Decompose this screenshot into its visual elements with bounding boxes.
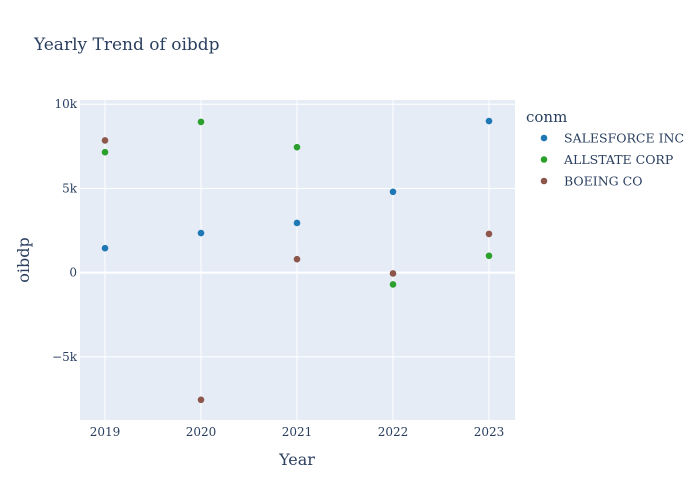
data-point-salesforce-inc: [101, 244, 109, 252]
data-point-salesforce-inc: [485, 117, 493, 125]
y-tick-label: 0: [69, 266, 77, 280]
data-point-allstate-corp: [485, 252, 493, 260]
data-point-allstate-corp: [389, 281, 397, 288]
x-tick-label: 2020: [186, 425, 217, 439]
legend-item-label: BOEING CO: [564, 174, 642, 189]
x-axis-title: Year: [278, 450, 315, 469]
x-tick-label: 2022: [378, 425, 409, 439]
y-tick-label: 5k: [62, 181, 78, 195]
x-tick-label: 2023: [474, 425, 505, 439]
y-axis-title: oibdp: [14, 237, 33, 282]
legend-marker: [540, 156, 548, 163]
legend-title: conm: [526, 108, 567, 126]
data-point-boeing-co: [485, 230, 493, 238]
y-tick-label: −5k: [52, 350, 78, 364]
data-point-allstate-corp: [197, 118, 205, 126]
data-point-salesforce-inc: [389, 188, 397, 196]
x-tick-label: 2021: [282, 425, 313, 439]
data-point-allstate-corp: [101, 148, 109, 156]
y-axis: −5k 0 5k 10k: [52, 97, 78, 364]
legend-marker: [540, 177, 548, 185]
x-tick-label: 2019: [90, 425, 121, 439]
legend-item-label: SALESFORCE INC: [564, 131, 684, 146]
legend-marker: [540, 134, 548, 142]
data-point-salesforce-inc: [197, 229, 205, 237]
data-point-boeing-co: [101, 137, 109, 144]
chart-title: Yearly Trend of oibdp: [33, 35, 220, 55]
data-point-boeing-co: [197, 396, 205, 404]
legend-item-label: ALLSTATE CORP: [563, 152, 673, 167]
data-point-boeing-co: [389, 270, 397, 277]
x-axis: 2019 2020 2021 2022 2023: [90, 425, 505, 439]
legend: conm SALESFORCE INC ALLSTATE CORP BOEING C…: [526, 108, 684, 189]
data-points: [101, 117, 493, 404]
data-point-allstate-corp: [293, 143, 301, 151]
data-point-salesforce-inc: [293, 219, 301, 227]
y-tick-label: 10k: [54, 97, 77, 111]
data-point-boeing-co: [293, 255, 301, 263]
